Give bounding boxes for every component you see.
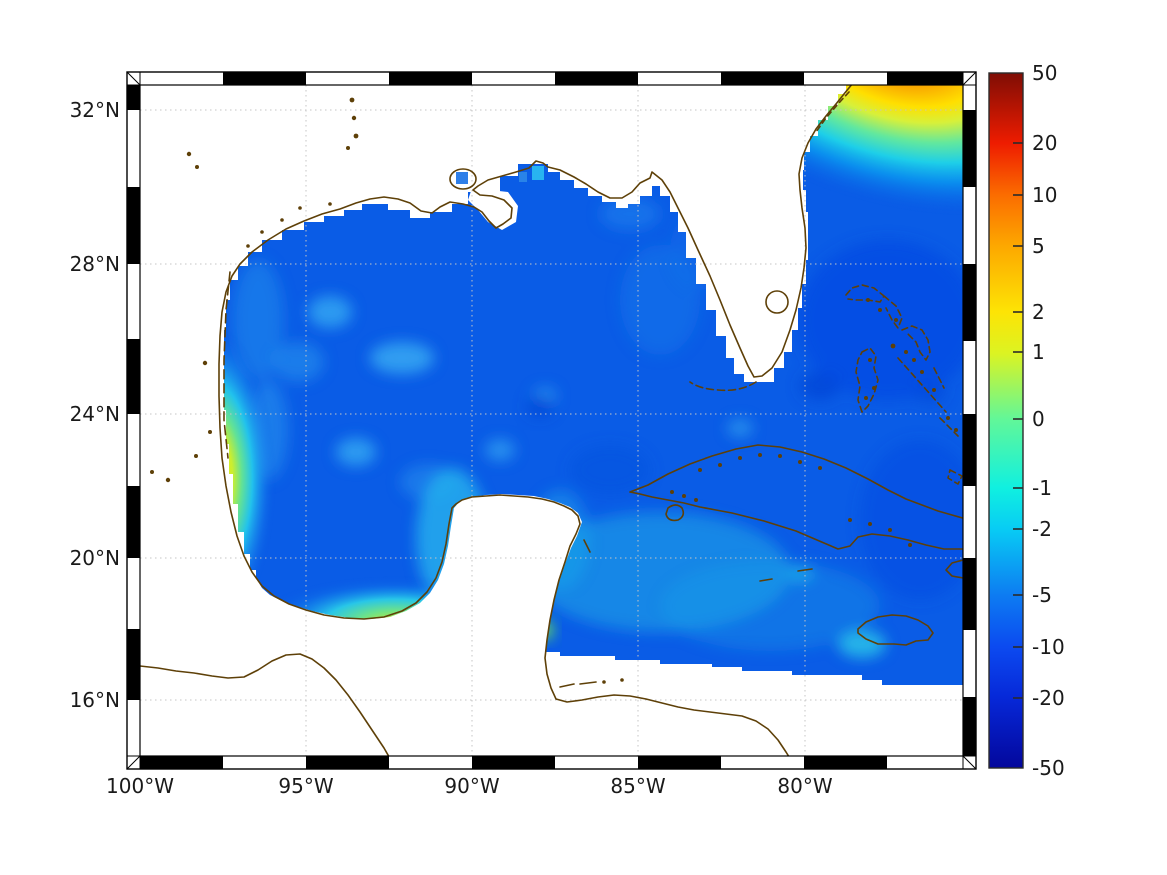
cozumel-island [583, 539, 591, 553]
colorbar-tick-label: 10 [1032, 183, 1057, 207]
bahamas-coastlines [845, 284, 963, 485]
colorbar-labels: 50 20 10 5 2 1 0 -1 -2 -5 -10 -20 -50 [1032, 61, 1065, 780]
cuba-coastline [629, 444, 963, 550]
hispaniola-tip [945, 559, 963, 579]
x-tick-label: 100°W [106, 774, 174, 798]
land-mask-south [140, 494, 963, 756]
y-tick-label: 20°N [70, 546, 120, 570]
graticule [140, 85, 963, 756]
colorbar-gradient [988, 72, 1024, 769]
mainland-coastline [218, 85, 853, 756]
colorbar: 50 20 10 5 2 1 0 -1 -2 -5 -10 -20 -50 [988, 61, 1065, 780]
land-mask-north [140, 85, 846, 580]
data-field [140, 85, 963, 756]
florida-keys [689, 381, 757, 392]
cayman-islands [759, 568, 813, 582]
x-axis-labels: 100°W 95°W 90°W 85°W 80°W [106, 774, 833, 798]
speckles [150, 97, 958, 684]
pacific-coastline [140, 653, 390, 756]
lake-okeechobee [765, 290, 789, 314]
colorbar-tick-label: -20 [1032, 686, 1065, 710]
coastlines [140, 85, 963, 756]
y-tick-label: 28°N [70, 252, 120, 276]
colorbar-tick-label: 1 [1032, 340, 1045, 364]
colorbar-tick-label: 0 [1032, 407, 1045, 431]
mississippi-sound-pixel [519, 172, 527, 182]
colorbar-tick-label: 2 [1032, 300, 1045, 324]
map-frame [126, 71, 977, 770]
x-tick-label: 90°W [444, 774, 499, 798]
colorbar-tick-label: -5 [1032, 583, 1052, 607]
bay-islands [559, 681, 597, 688]
pontchartrain-pixel [456, 172, 468, 184]
mobile-bay-pixel [532, 166, 544, 180]
colorbar-ticks [1013, 142, 1023, 699]
lake-pontchartrain [449, 168, 477, 190]
isle-of-youth [665, 504, 685, 522]
mississippi-delta-mask [468, 188, 518, 230]
colorbar-tick-label: 20 [1032, 131, 1057, 155]
colorbar-tick-label: -1 [1032, 476, 1052, 500]
colorbar-tick-label: -50 [1032, 756, 1065, 780]
x-tick-label: 95°W [278, 774, 333, 798]
jamaica-coastline [857, 614, 934, 646]
x-tick-label: 85°W [610, 774, 665, 798]
colorbar-tick-label: 5 [1032, 234, 1045, 258]
colorbar-tick-label: -2 [1032, 517, 1052, 541]
y-tick-label: 32°N [70, 98, 120, 122]
y-axis-labels: 32°N 28°N 24°N 20°N 16°N [70, 98, 120, 712]
y-tick-label: 16°N [70, 688, 120, 712]
x-tick-label: 80°W [777, 774, 832, 798]
y-tick-label: 24°N [70, 402, 120, 426]
colorbar-tick-label: -10 [1032, 635, 1065, 659]
texas-barrier-island [223, 271, 231, 459]
colorbar-tick-label: 50 [1032, 61, 1057, 85]
